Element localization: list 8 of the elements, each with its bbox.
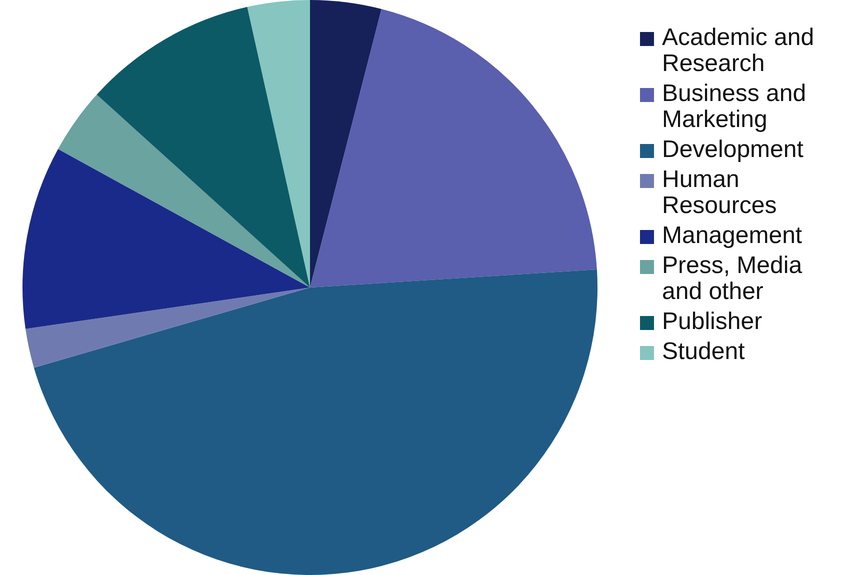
- legend-label: Business and Marketing: [662, 80, 808, 133]
- legend-label: Student: [662, 338, 745, 365]
- legend-label: Press, Media and other: [662, 252, 804, 305]
- legend-label: Management: [662, 222, 802, 249]
- legend-label: Development: [662, 136, 804, 163]
- legend-label: Human Resources: [662, 166, 778, 219]
- legend-label: Academic and Research: [662, 24, 816, 77]
- legend-label: Publisher: [662, 308, 762, 335]
